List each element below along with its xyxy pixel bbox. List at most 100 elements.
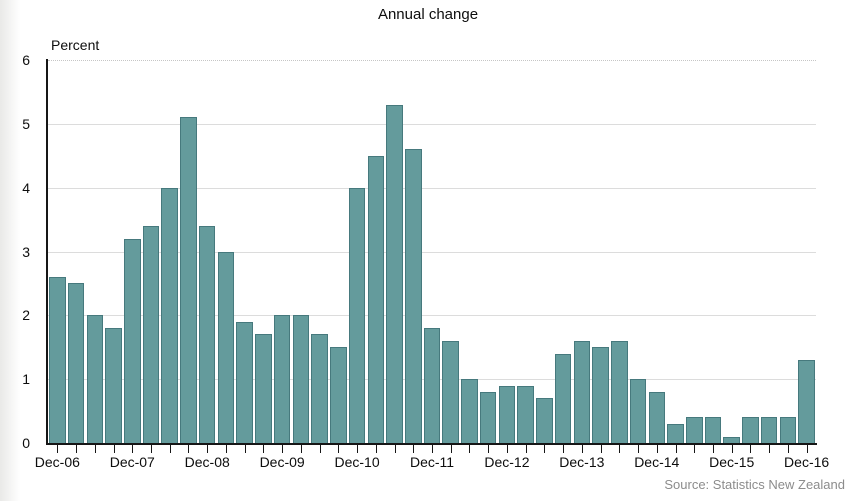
bar	[311, 334, 328, 443]
x-tick	[282, 445, 284, 453]
x-tick-label: Dec-11	[409, 454, 455, 470]
y-tick-label: 5	[22, 115, 30, 132]
x-tick-label: Dec-06	[34, 454, 80, 470]
x-tick	[375, 445, 377, 453]
gridline	[48, 60, 816, 61]
x-tick-label: Dec-09	[259, 454, 305, 470]
bar	[105, 328, 122, 443]
x-tick	[488, 445, 490, 453]
x-tick	[600, 445, 602, 453]
x-tick	[787, 445, 789, 453]
bar	[667, 423, 684, 443]
y-tick-label: 0	[22, 435, 30, 451]
x-tick	[432, 445, 433, 453]
bar	[67, 283, 85, 443]
x-tick	[263, 445, 265, 453]
x-tick	[806, 445, 808, 453]
bar	[236, 321, 253, 443]
gridline	[48, 315, 816, 317]
x-tick-label: Dec-10	[334, 454, 380, 470]
x-tick	[188, 445, 190, 453]
x-tick	[207, 445, 209, 453]
x-tick	[450, 445, 452, 453]
bar	[142, 225, 160, 443]
x-tick	[544, 445, 546, 453]
x-tick	[769, 445, 771, 453]
x-tick	[694, 445, 696, 453]
bar	[348, 187, 366, 443]
x-tick-label: Dec-14	[634, 454, 680, 470]
x-tick	[675, 445, 677, 453]
bar	[723, 436, 740, 443]
x-tick	[413, 445, 415, 453]
x-tick	[94, 445, 96, 453]
bar	[86, 315, 104, 443]
bar	[798, 360, 815, 443]
bar	[292, 315, 310, 443]
x-axis-tick-labels: Dec-06 Dec-07 Dec-08 Dec-09 Dec-10 Dec-11 Dec-…	[35, 454, 829, 472]
bar	[685, 417, 703, 443]
x-tick	[525, 445, 527, 453]
bar	[704, 417, 722, 443]
x-tick	[731, 445, 733, 453]
bar	[255, 334, 272, 443]
x-tick	[132, 445, 134, 453]
bar	[629, 379, 647, 443]
x-tick-label: Dec-12	[484, 454, 530, 470]
x-tick-label: Dec-07	[109, 454, 155, 470]
source-attribution: Source: Statistics New Zealand	[664, 477, 845, 492]
x-tick	[151, 445, 153, 453]
bar	[461, 379, 478, 443]
x-tick-label: Dec-16	[784, 454, 830, 470]
bar	[273, 315, 291, 443]
gridline	[48, 251, 816, 253]
x-tick	[357, 445, 359, 453]
y-axis-line	[46, 59, 48, 444]
y-tick-label: 6	[22, 52, 30, 68]
plot-area	[48, 60, 816, 443]
bar	[498, 385, 516, 443]
bar	[779, 417, 797, 443]
x-tick	[300, 445, 302, 453]
x-axis-ticks	[48, 445, 816, 454]
bar	[742, 417, 759, 443]
gridline	[48, 123, 816, 125]
bar	[423, 328, 441, 443]
x-tick	[76, 445, 78, 453]
bar	[161, 187, 179, 443]
bar	[517, 385, 534, 443]
bar	[405, 149, 422, 443]
x-tick	[225, 445, 227, 453]
x-tick-label: Dec-15	[709, 454, 755, 470]
x-tick	[712, 445, 714, 453]
bar	[386, 104, 403, 443]
bar	[330, 347, 347, 443]
x-tick	[563, 445, 565, 453]
x-tick	[638, 445, 640, 453]
bar	[536, 398, 553, 443]
x-tick	[750, 445, 752, 453]
x-tick	[57, 445, 59, 453]
bar	[573, 340, 591, 443]
x-tick	[506, 445, 508, 453]
x-axis-line	[46, 443, 817, 445]
x-tick	[619, 445, 621, 453]
gridline	[48, 187, 816, 189]
y-tick-label: 3	[22, 243, 30, 260]
bar	[592, 347, 609, 443]
bar	[442, 340, 459, 443]
x-tick-label: Dec-08	[184, 454, 230, 470]
y-tick-label: 1	[22, 371, 30, 388]
bar	[479, 391, 497, 443]
bar	[367, 155, 385, 443]
x-tick	[656, 445, 658, 453]
bar	[124, 238, 141, 443]
chart-title: Annual change	[377, 6, 479, 23]
x-tick	[394, 445, 396, 453]
x-tick	[338, 445, 340, 453]
x-tick	[319, 445, 321, 453]
x-tick	[113, 445, 115, 453]
x-tick	[244, 445, 246, 453]
y-axis-unit-label: Percent	[51, 37, 100, 53]
